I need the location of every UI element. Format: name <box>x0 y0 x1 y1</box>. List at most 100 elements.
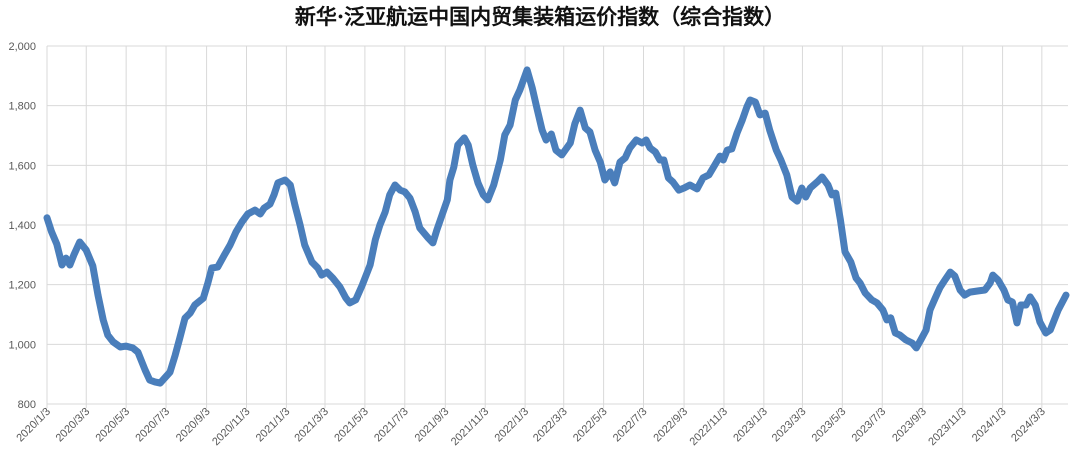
data-point <box>418 226 422 230</box>
data-point <box>1048 328 1052 332</box>
data-point <box>492 183 496 187</box>
data-point <box>426 236 430 240</box>
data-point <box>713 163 717 167</box>
data-point <box>924 328 928 332</box>
data-point <box>671 180 675 184</box>
data-point <box>701 176 705 180</box>
x-tick-label: 2022/3/3 <box>531 406 570 445</box>
data-point <box>131 346 135 350</box>
chart-title: 新华·泛亚航运中国内贸集装箱运价指数（综合指数） <box>295 4 785 29</box>
data-point <box>820 175 824 179</box>
data-point <box>718 154 722 158</box>
data-point <box>393 183 397 187</box>
gridlines <box>46 45 1068 408</box>
data-point <box>958 288 962 292</box>
data-point <box>513 98 517 102</box>
data-point <box>530 86 534 90</box>
data-point <box>476 181 480 185</box>
data-point <box>148 378 152 382</box>
series-line <box>43 66 1070 387</box>
data-point <box>658 158 662 162</box>
data-point <box>682 186 686 190</box>
x-tick-label: 2023/7/3 <box>850 406 889 445</box>
data-point <box>68 263 72 267</box>
data-point <box>1024 303 1028 307</box>
data-point <box>898 333 902 337</box>
data-point <box>1010 300 1014 304</box>
data-point <box>544 138 548 142</box>
x-axis-ticks: 2020/1/3 2020/3/3 2020/5/3 2020/7/3 2020/9/3… <box>14 406 1048 449</box>
data-point <box>983 288 987 292</box>
data-point <box>863 291 867 295</box>
data-point <box>988 281 992 285</box>
x-tick-label: 2022/9/3 <box>651 406 690 445</box>
data-point <box>1033 303 1037 307</box>
data-point <box>481 193 485 197</box>
data-point <box>968 290 972 294</box>
data-point <box>735 131 739 135</box>
data-point <box>753 100 757 104</box>
data-point <box>1006 298 1010 302</box>
data-point <box>283 178 287 182</box>
data-point <box>158 381 162 385</box>
data-point <box>928 308 932 312</box>
data-point <box>84 248 88 252</box>
data-point <box>111 340 115 344</box>
x-tick-label: 2023/11/3 <box>926 406 969 449</box>
x-tick-label: 2022/7/3 <box>611 406 650 445</box>
data-point <box>1028 295 1032 299</box>
data-point <box>963 293 967 297</box>
data-point <box>388 193 392 197</box>
data-point <box>870 298 874 302</box>
data-point <box>648 146 652 150</box>
data-point <box>368 263 372 267</box>
data-point <box>996 278 1000 282</box>
data-point <box>634 138 638 142</box>
data-point <box>78 240 82 244</box>
data-point <box>578 108 582 112</box>
data-point <box>598 160 602 164</box>
x-tick-label: 2022/5/3 <box>571 406 610 445</box>
data-point <box>830 193 834 197</box>
data-point <box>588 130 592 134</box>
data-point <box>316 266 320 270</box>
data-point <box>201 296 205 300</box>
data-point <box>486 198 490 202</box>
y-tick-label: 1,600 <box>8 160 36 172</box>
data-point <box>518 88 522 92</box>
data-point <box>72 253 76 257</box>
x-tick-label: 2020/3/3 <box>54 406 93 445</box>
x-tick-label: 2023/3/3 <box>770 406 809 445</box>
data-point <box>178 336 182 340</box>
data-point <box>834 191 838 195</box>
data-point <box>398 188 402 192</box>
data-point <box>188 311 192 315</box>
x-tick-label: 2024/3/3 <box>1009 406 1048 445</box>
data-point <box>603 178 607 182</box>
data-point <box>618 160 622 164</box>
data-point <box>331 276 335 280</box>
data-point <box>560 153 564 157</box>
data-point <box>373 238 377 242</box>
data-point <box>471 163 475 167</box>
data-point <box>623 156 627 160</box>
x-tick-label: 2020/11/3 <box>210 406 253 449</box>
data-point <box>268 202 272 206</box>
data-point <box>183 316 187 320</box>
x-tick-label: 2022/11/3 <box>688 406 731 449</box>
data-point <box>348 301 352 305</box>
series-group <box>43 66 1070 387</box>
data-point <box>163 376 167 380</box>
data-point <box>206 281 210 285</box>
data-point <box>640 141 644 145</box>
data-point <box>849 260 853 264</box>
data-point <box>991 273 995 277</box>
x-tick-label: 2021/5/3 <box>332 406 371 445</box>
x-tick-label: 2021/9/3 <box>413 406 452 445</box>
data-point <box>168 370 172 374</box>
data-point <box>800 186 804 190</box>
data-point <box>774 148 778 152</box>
data-point <box>804 195 808 199</box>
data-point <box>1056 308 1060 312</box>
data-point <box>210 266 214 270</box>
